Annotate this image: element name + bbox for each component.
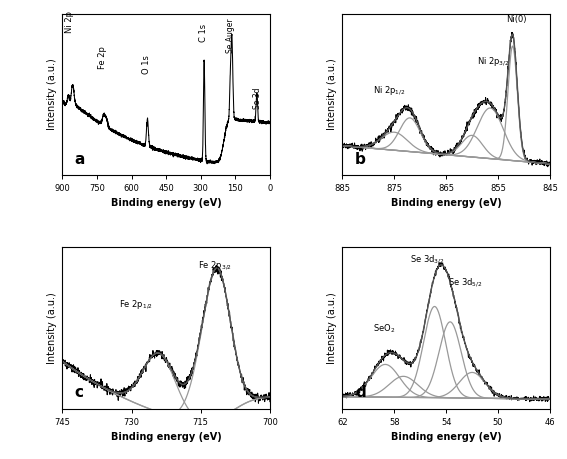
Y-axis label: Intensity (a.u.): Intensity (a.u.) [47, 292, 57, 364]
Text: Ni 2p$_{3/2}$: Ni 2p$_{3/2}$ [477, 56, 509, 68]
Y-axis label: Intensity (a.u.): Intensity (a.u.) [327, 292, 337, 364]
Y-axis label: Intensity (a.u.): Intensity (a.u.) [327, 58, 337, 130]
Text: Ni 2p: Ni 2p [65, 11, 74, 33]
Text: b: b [355, 151, 366, 167]
Text: Fe 2p$_{3/2}$: Fe 2p$_{3/2}$ [197, 259, 231, 272]
X-axis label: Binding energy (eV): Binding energy (eV) [391, 198, 502, 208]
Text: Se 3d$_{3/2}$: Se 3d$_{3/2}$ [409, 253, 444, 266]
Text: O 1s: O 1s [142, 55, 151, 74]
X-axis label: Binding energy (eV): Binding energy (eV) [391, 432, 502, 442]
Text: Se 3d: Se 3d [253, 87, 262, 108]
Text: Ni 2p$_{1/2}$: Ni 2p$_{1/2}$ [373, 84, 405, 97]
Text: Se 3d$_{5/2}$: Se 3d$_{5/2}$ [448, 276, 483, 289]
X-axis label: Binding energy (eV): Binding energy (eV) [111, 432, 222, 442]
X-axis label: Binding energy (eV): Binding energy (eV) [111, 198, 222, 208]
Text: a: a [75, 151, 85, 167]
Text: C 1s: C 1s [198, 24, 208, 42]
Text: Fe 2p$_{1/2}$: Fe 2p$_{1/2}$ [119, 299, 153, 311]
Y-axis label: Intensity (a.u.): Intensity (a.u.) [47, 58, 57, 130]
Text: SeO$_2$: SeO$_2$ [373, 322, 395, 335]
Text: Ni(0): Ni(0) [506, 15, 527, 24]
Text: d: d [355, 385, 366, 400]
Text: c: c [75, 385, 84, 400]
Text: Se Auger: Se Auger [226, 19, 235, 53]
Text: Fe 2p: Fe 2p [98, 46, 107, 69]
